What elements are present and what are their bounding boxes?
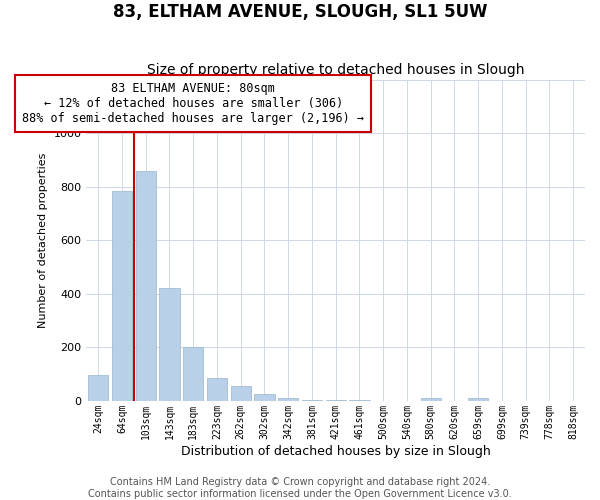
Bar bbox=[136, 170, 156, 401]
Bar bbox=[468, 398, 488, 401]
Text: Contains HM Land Registry data © Crown copyright and database right 2024.
Contai: Contains HM Land Registry data © Crown c… bbox=[88, 478, 512, 499]
Title: Size of property relative to detached houses in Slough: Size of property relative to detached ho… bbox=[147, 63, 524, 77]
Bar bbox=[183, 348, 203, 401]
Bar bbox=[88, 376, 109, 401]
Text: 83 ELTHAM AVENUE: 80sqm
← 12% of detached houses are smaller (306)
88% of semi-d: 83 ELTHAM AVENUE: 80sqm ← 12% of detache… bbox=[22, 82, 364, 125]
Bar bbox=[160, 288, 179, 401]
Bar bbox=[326, 400, 346, 401]
Y-axis label: Number of detached properties: Number of detached properties bbox=[38, 152, 48, 328]
X-axis label: Distribution of detached houses by size in Slough: Distribution of detached houses by size … bbox=[181, 444, 491, 458]
Bar bbox=[302, 400, 322, 401]
Bar bbox=[112, 190, 132, 401]
Bar bbox=[421, 398, 441, 401]
Text: 83, ELTHAM AVENUE, SLOUGH, SL1 5UW: 83, ELTHAM AVENUE, SLOUGH, SL1 5UW bbox=[113, 2, 487, 21]
Bar bbox=[278, 398, 298, 401]
Bar bbox=[254, 394, 275, 401]
Bar bbox=[207, 378, 227, 401]
Bar bbox=[230, 386, 251, 401]
Bar bbox=[349, 400, 370, 401]
